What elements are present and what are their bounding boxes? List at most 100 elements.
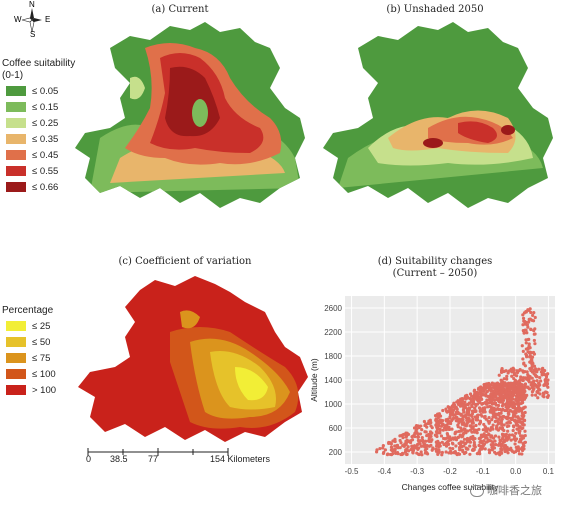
scatter-point	[522, 385, 526, 390]
scatter-point	[422, 419, 426, 424]
scatter-point	[446, 421, 450, 425]
scatter-point	[505, 445, 509, 450]
watermark-text: 咖啡香之旅	[487, 484, 542, 497]
scatter-point	[478, 440, 482, 444]
scatter-point	[458, 443, 463, 447]
scatter-point	[494, 403, 498, 407]
scatter-point	[520, 437, 524, 441]
scatter-point	[488, 404, 492, 408]
scale-tick-1: 38.5	[110, 454, 128, 464]
scatter-point	[502, 423, 506, 427]
scatter-point	[511, 387, 515, 391]
scatter-point	[458, 448, 462, 452]
scatter-point	[517, 396, 521, 400]
scatter-point	[523, 429, 527, 433]
y-tick-label: 2200	[324, 328, 342, 337]
scatter-point	[487, 433, 491, 437]
scatter-point	[504, 382, 508, 386]
scatter-point	[530, 376, 534, 380]
scatter-point	[492, 398, 497, 402]
scatter-point	[440, 453, 444, 457]
scatter-point	[480, 392, 484, 396]
scatter-point	[537, 367, 541, 371]
scatter-point	[475, 431, 479, 435]
scatter-point	[525, 355, 529, 359]
scatter-point	[460, 420, 464, 425]
scatter-point	[492, 401, 496, 406]
compass-rose-icon	[21, 8, 42, 33]
scatter-point	[534, 393, 538, 397]
scatter-point	[526, 373, 530, 377]
scatter-point	[391, 439, 395, 443]
percentage-legend-label: ≤ 25	[32, 321, 51, 332]
scatter-point	[527, 337, 531, 342]
scatter-point	[454, 410, 459, 414]
scatter-point	[498, 453, 502, 457]
scatter-point	[448, 438, 453, 442]
scatter-point	[423, 430, 427, 434]
scatter-point	[468, 413, 472, 417]
scatter-point	[517, 431, 521, 435]
scatter-point	[493, 434, 498, 438]
scatter-point	[512, 425, 516, 429]
scatter-point	[530, 357, 534, 361]
scatter-point	[437, 450, 441, 454]
panel-d-title-line1: (d) Suitability changes	[377, 256, 493, 267]
scatter-point	[381, 451, 386, 455]
scatter-point	[389, 448, 393, 452]
scatter-point	[514, 411, 518, 415]
scatter-point	[512, 437, 516, 441]
scatter-point	[500, 423, 504, 427]
scatter-point	[511, 428, 515, 433]
scatter-point	[535, 379, 539, 383]
scatter-point	[524, 328, 528, 332]
scatter-point	[439, 424, 444, 428]
scatter-point	[440, 440, 444, 444]
scatter-point	[496, 407, 501, 412]
scatter-point	[506, 451, 510, 455]
scatter-point	[507, 405, 511, 409]
wechat-icon	[470, 485, 484, 497]
scatter-point	[464, 431, 468, 435]
scatter-point	[520, 417, 524, 421]
scatter-point	[455, 407, 459, 411]
scatter-point	[525, 331, 529, 335]
scatter-point	[496, 399, 501, 403]
scatter-point	[465, 436, 470, 441]
scatter-point	[496, 403, 501, 408]
x-tick-label: 0.0	[510, 467, 522, 476]
scatter-point	[485, 390, 489, 394]
scatter-point	[507, 390, 511, 395]
scatter-point	[381, 444, 385, 448]
scatter-point	[522, 331, 526, 335]
scatter-point	[500, 391, 505, 395]
scatter-point	[530, 366, 534, 371]
scatter-point	[471, 401, 475, 405]
scatter-point	[483, 414, 487, 419]
suitability-legend-swatch	[6, 102, 26, 112]
scatter-point	[434, 419, 438, 423]
scatter-point	[424, 439, 428, 443]
scatter-point	[521, 369, 525, 373]
suitability-legend-label: ≤ 0.35	[32, 134, 59, 145]
scatter-point	[408, 439, 412, 443]
scatter-point	[454, 444, 458, 448]
scatter-point	[459, 426, 463, 430]
scatter-point	[497, 387, 501, 391]
percentage-legend-label: ≤ 100	[32, 369, 56, 380]
scatter-point	[460, 435, 464, 439]
scatter-point	[514, 407, 518, 411]
scatter-point	[482, 432, 486, 436]
scatter-point	[521, 316, 526, 320]
scatter-point	[527, 342, 531, 346]
scatter-point	[497, 443, 501, 447]
scatter-point	[435, 425, 440, 429]
scatter-point	[375, 448, 379, 452]
scatter-point	[474, 423, 478, 428]
suitability-legend-label: ≤ 0.05	[32, 86, 59, 97]
compass-west: W	[14, 15, 22, 24]
scatter-point	[533, 369, 537, 373]
y-tick-label: 1000	[324, 400, 342, 409]
scatter-point	[504, 408, 509, 413]
scatter-point	[481, 401, 485, 406]
